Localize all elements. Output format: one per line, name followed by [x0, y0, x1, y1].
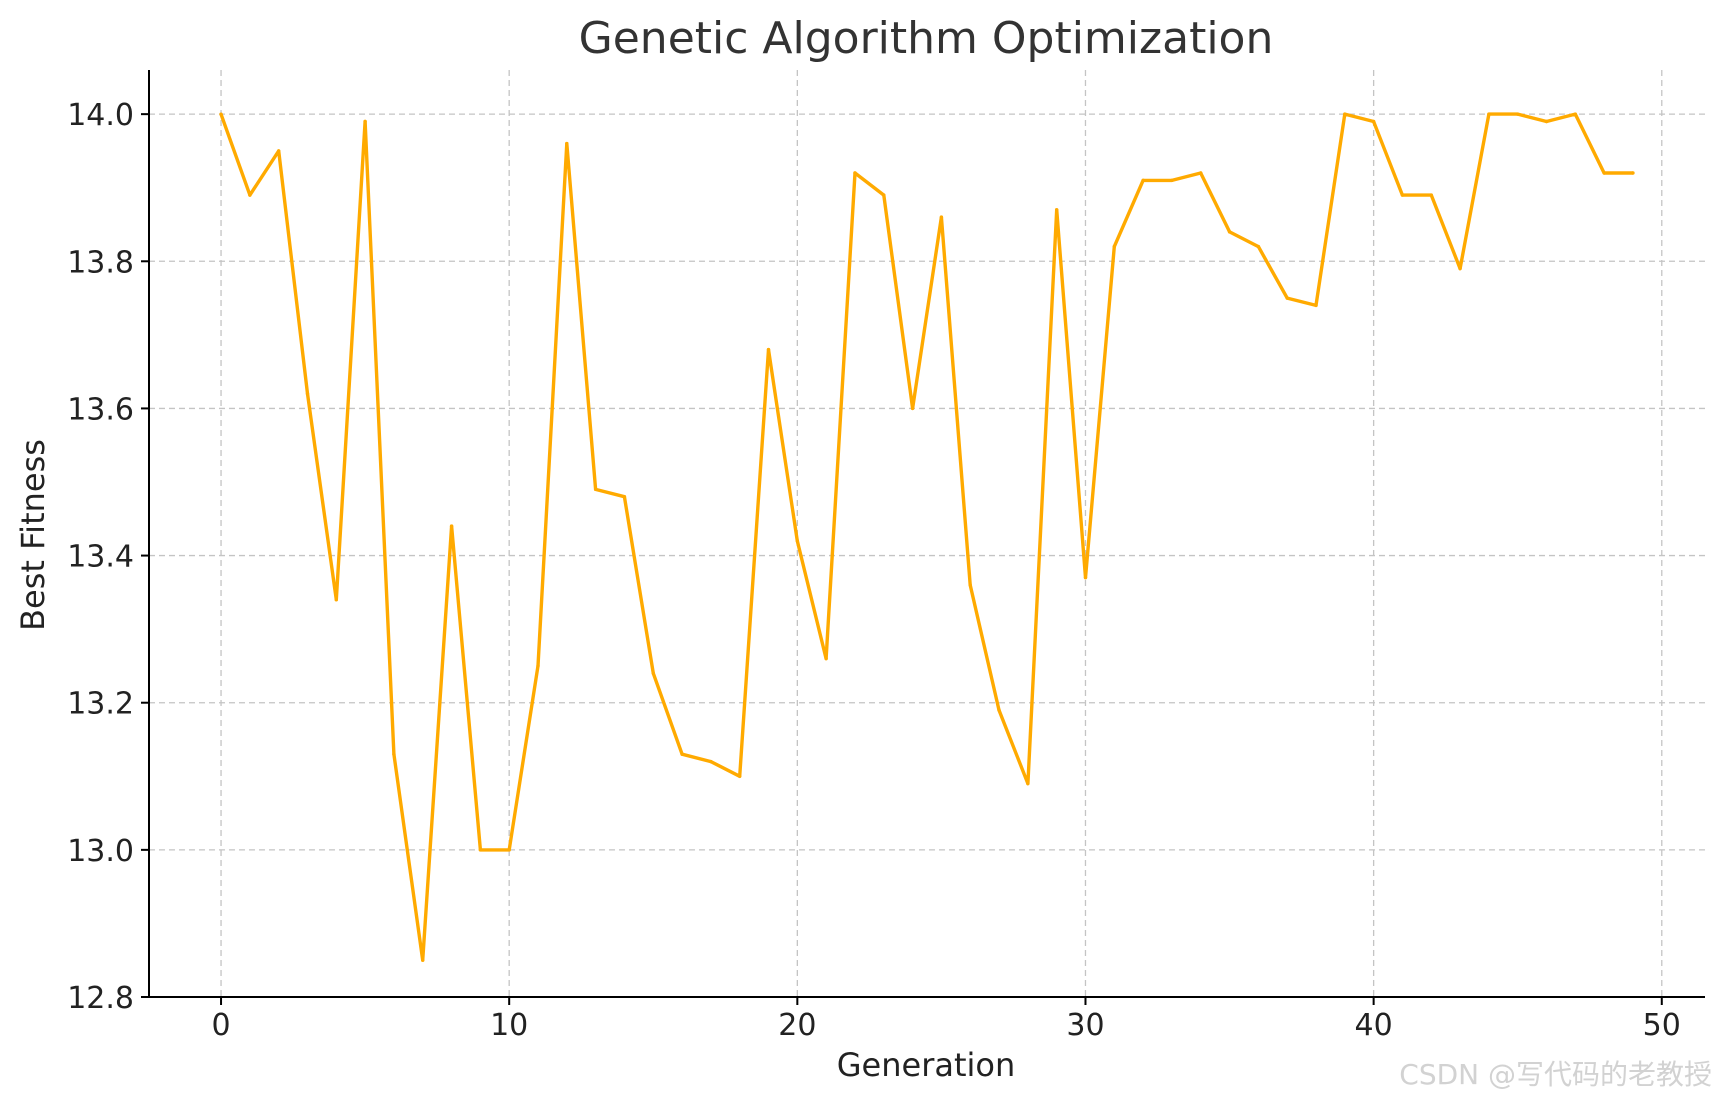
x-tick-label: 30 [1066, 1008, 1104, 1043]
data-point [910, 406, 915, 411]
y-tick-label: 14.0 [67, 98, 134, 133]
data-point [305, 392, 310, 396]
data-point [1227, 230, 1232, 234]
data-point [1285, 296, 1289, 300]
axes [148, 70, 1705, 998]
data-point [1141, 178, 1145, 183]
data-point [1054, 208, 1059, 212]
data-point [421, 958, 425, 962]
data-point [507, 848, 511, 852]
y-tick-label: 13.2 [67, 687, 134, 722]
watermark-text: CSDN @写代码的老教授 [1399, 1058, 1712, 1091]
data-point [882, 193, 886, 197]
data-point [766, 347, 771, 352]
data-point [680, 752, 684, 756]
data-point [651, 671, 655, 675]
data-point [968, 583, 972, 587]
y-tick-label: 13.6 [67, 392, 134, 427]
data-point [1544, 119, 1549, 124]
data-point [248, 193, 252, 197]
data-point [478, 848, 483, 852]
data-point [1112, 244, 1116, 249]
x-axis-ticks: 0 10 20 30 40 50 [211, 997, 1681, 1043]
data-point [622, 495, 627, 499]
data-point [1170, 178, 1174, 183]
y-axis-ticks: 12.8 13.0 13.2 13.4 13.6 13.8 14.0 [67, 98, 149, 1016]
x-tick-label: 40 [1355, 1008, 1393, 1043]
data-point [1429, 193, 1433, 197]
data-point [1487, 112, 1491, 116]
data-point [593, 487, 598, 492]
data-point [1026, 781, 1030, 786]
y-tick-label: 13.4 [67, 540, 134, 575]
data-point [334, 598, 338, 602]
data-point [1400, 193, 1405, 197]
y-axis-label: Best Fitness [14, 439, 52, 631]
data-point [565, 141, 569, 146]
data-point [795, 539, 800, 543]
data-point [997, 708, 1001, 712]
chart-title: Genetic Algorithm Optimization [579, 13, 1274, 64]
data-point [392, 752, 396, 756]
data-point [1516, 112, 1520, 116]
data-point [1458, 266, 1462, 271]
data-point [536, 664, 540, 668]
y-tick-label: 13.8 [67, 245, 134, 280]
data-point [1602, 171, 1606, 175]
x-tick-label: 10 [490, 1008, 528, 1043]
data-point [1256, 244, 1261, 249]
data-point [1314, 303, 1318, 308]
x-tick-label: 50 [1643, 1008, 1681, 1043]
y-tick-label: 12.8 [67, 981, 134, 1016]
x-tick-label: 20 [778, 1008, 816, 1043]
data-point [1371, 119, 1376, 124]
x-tick-label: 0 [211, 1008, 230, 1043]
data-point [1083, 575, 1088, 580]
series-layer [219, 112, 1635, 962]
y-tick-label: 13.0 [67, 834, 134, 869]
data-point [738, 774, 742, 778]
data-point [1199, 171, 1203, 175]
data-point [363, 119, 367, 124]
data-point [939, 215, 944, 219]
data-point [219, 112, 223, 116]
series-line [219, 112, 1633, 962]
data-point [449, 524, 454, 528]
data-point [853, 171, 857, 175]
data-point [276, 149, 281, 153]
x-axis-label: Generation [837, 1046, 1016, 1084]
data-point [1343, 112, 1347, 116]
data-point [1631, 171, 1635, 175]
data-point [824, 656, 828, 661]
data-point [1573, 112, 1578, 116]
data-point [709, 759, 713, 764]
